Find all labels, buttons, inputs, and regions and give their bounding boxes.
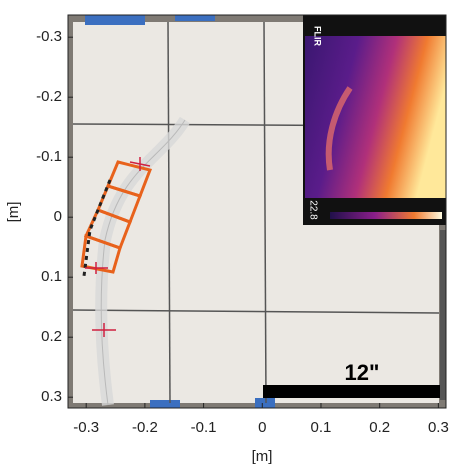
- x-tick-label: 0.1: [311, 419, 332, 436]
- x-axis-label: [m]: [252, 448, 273, 465]
- x-tick-label: 0.2: [369, 419, 390, 436]
- x-tick-label: 0: [258, 419, 266, 436]
- y-tick-label: 0.2: [41, 328, 62, 345]
- x-tick-label: -0.2: [132, 419, 158, 436]
- colorbar-max: 67.6: [446, 200, 457, 220]
- colorbar-min: 22.8: [307, 200, 318, 220]
- camera-brand: FLIR: [313, 26, 323, 46]
- y-tick-label: -0.3: [36, 28, 62, 45]
- y-tick-label: -0.1: [36, 148, 62, 165]
- x-tick-label: -0.1: [191, 419, 217, 436]
- x-tick-label: 0.3: [428, 419, 449, 436]
- x-tick-label: -0.3: [73, 419, 99, 436]
- photo: [68, 15, 446, 408]
- y-tick-label: -0.2: [36, 88, 62, 105]
- y-tick-label: 0: [54, 208, 62, 225]
- y-tick-label: 0.3: [41, 388, 62, 405]
- y-tick-label: 0.1: [41, 268, 62, 285]
- scale-bar-label: 12": [345, 360, 380, 385]
- y-axis-label: [m]: [5, 202, 22, 223]
- axes-frame: [67, 14, 447, 409]
